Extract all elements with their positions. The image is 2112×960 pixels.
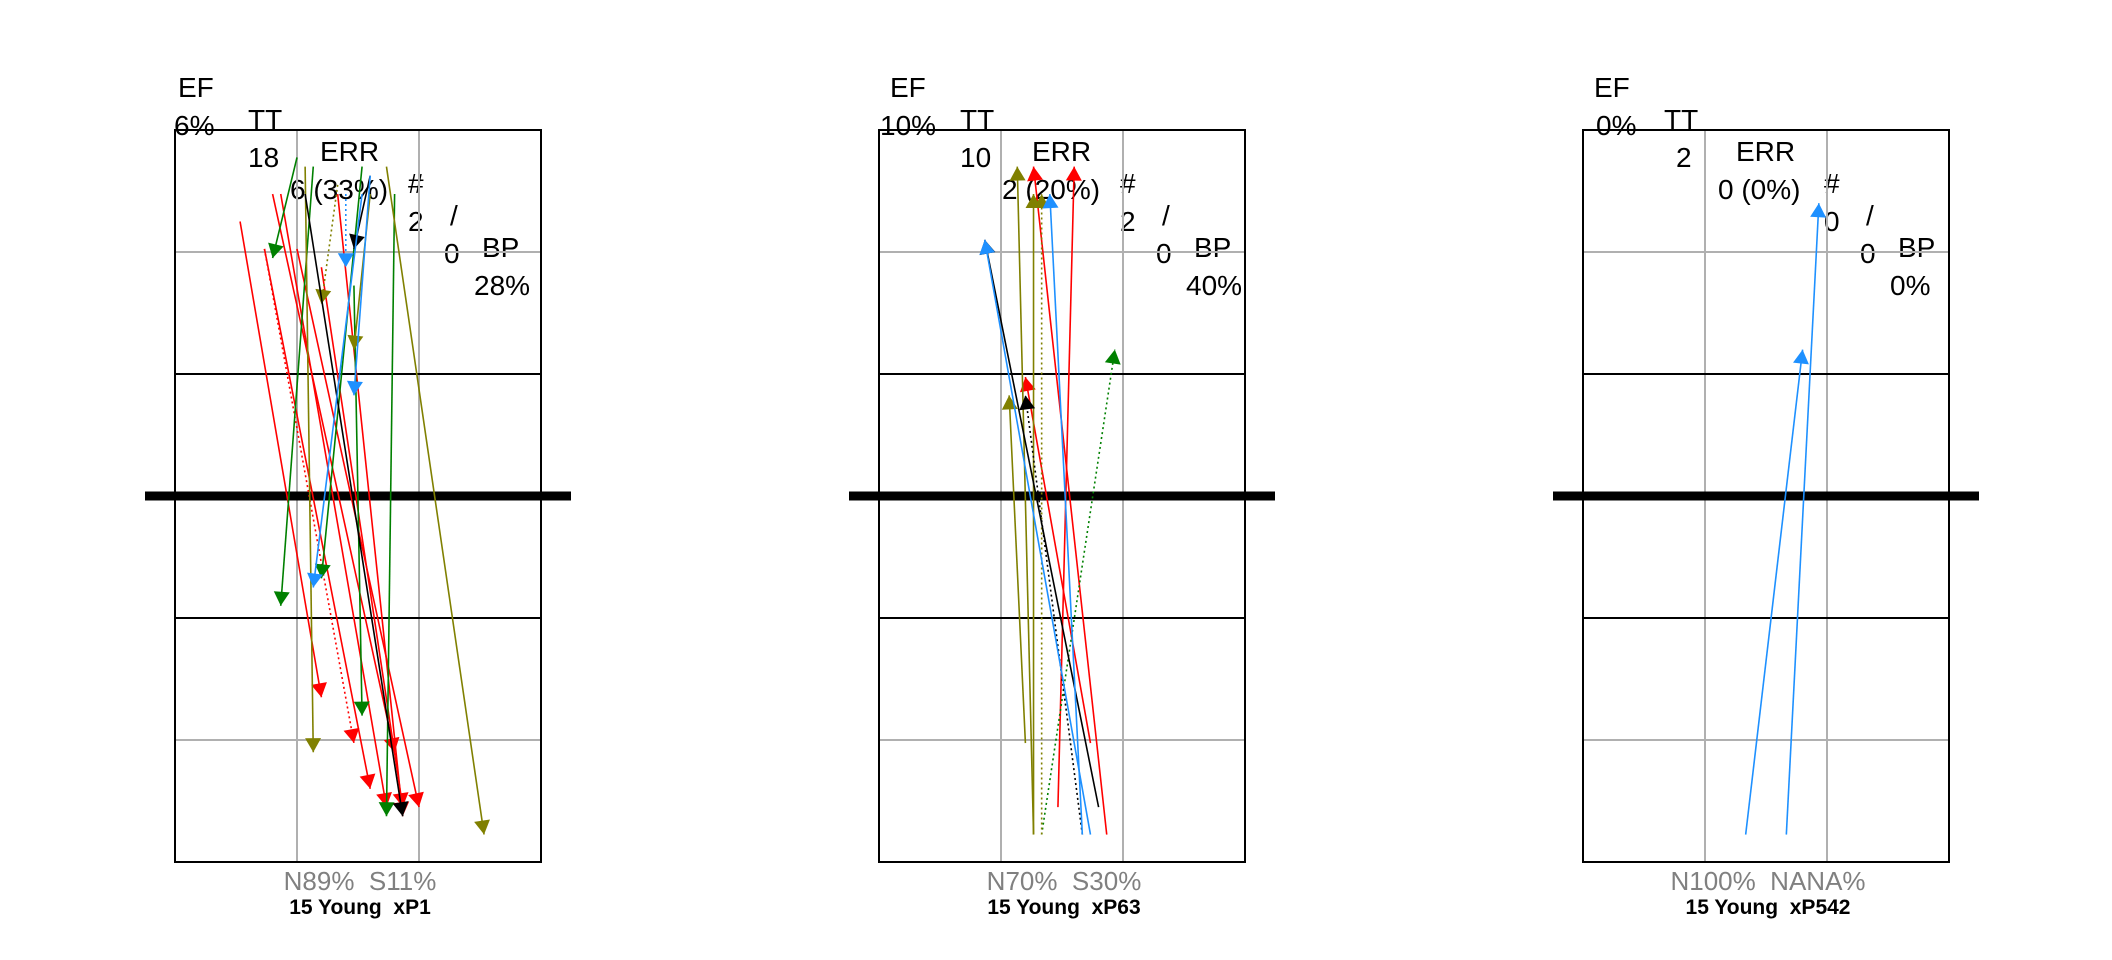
trajectory-line xyxy=(1008,395,1027,744)
stats-header: EF TT ERR # / BP xyxy=(864,40,1244,296)
trajectory-arrowhead xyxy=(1065,166,1082,181)
stat-label-slash: / xyxy=(1162,200,1170,231)
trajectory-line xyxy=(279,193,388,808)
trajectory-arrowhead xyxy=(1793,349,1809,365)
trajectory-arrowhead xyxy=(408,791,424,808)
stat-value-tt: 2 xyxy=(1676,142,1692,173)
court-diagram xyxy=(1553,129,1979,863)
trajectory-arrowhead xyxy=(378,802,395,817)
trajectory-arrowhead xyxy=(337,253,354,268)
stat-label-ef: EF xyxy=(1594,72,1630,103)
trajectory-arrowhead xyxy=(1019,377,1036,393)
stat-label-ef: EF xyxy=(178,72,214,103)
trajectory-arrowhead xyxy=(1019,395,1036,411)
stat-value-ef: 6% xyxy=(174,110,215,141)
chart-panel-1: EF TT ERR # / BP 6% 18 6 (33%) 2 0 28% N… xyxy=(0,0,704,960)
trajectory-line xyxy=(983,239,1092,835)
trajectory-arrowhead xyxy=(1042,194,1059,209)
stat-value-slash: 0 xyxy=(1860,238,1876,269)
trajectory-line xyxy=(304,166,315,753)
trajectory-arrowhead xyxy=(343,727,360,744)
trajectory-arrowhead xyxy=(1810,203,1827,218)
stat-label-bp: BP xyxy=(1194,232,1232,263)
stat-label-err: ERR xyxy=(1032,136,1092,167)
trajectory-arrowhead xyxy=(347,334,364,350)
trajectory-arrowhead xyxy=(1027,166,1044,182)
trajectory-arrowhead xyxy=(1104,349,1121,365)
stat-label-err: ERR xyxy=(1736,136,1796,167)
trajectory-arrowhead xyxy=(268,242,284,259)
trajectory-arrowhead xyxy=(311,682,327,698)
stat-value-bp: 28% xyxy=(474,270,531,301)
stat-label-bp: BP xyxy=(482,232,520,263)
trajectory-arrowhead xyxy=(1001,395,1018,410)
trajectory-line xyxy=(320,184,339,304)
trajectory-line xyxy=(312,193,363,588)
chart-panel-3: EF TT ERR # / BP 0% 2 0 (0%) 0 0 0% N100… xyxy=(1408,0,2112,960)
zone-split: N70% S30% xyxy=(986,866,1142,896)
trajectory-line xyxy=(239,221,323,698)
stats-values: 0% 2 0 (0%) 0 0 0% xyxy=(1568,78,1948,334)
stat-value-ef: 10% xyxy=(880,110,937,141)
trajectory-arrowhead xyxy=(979,239,996,255)
trajectory-line xyxy=(1057,166,1075,808)
trajectory-line xyxy=(1024,395,1084,835)
player-label: 15 Young xP542 xyxy=(1685,896,1851,919)
zone-split: N89% S11% xyxy=(283,866,437,896)
stat-value-bp: 40% xyxy=(1186,270,1243,301)
trajectory-arrowhead xyxy=(315,288,332,304)
trajectory-line xyxy=(1049,194,1084,835)
trajectory-line xyxy=(1016,166,1035,835)
stat-value-err: 0 (0%) xyxy=(1718,174,1801,205)
stat-label-bp: BP xyxy=(1898,232,1936,263)
trajectory-arrowhead xyxy=(273,591,290,606)
trajectory-arrowhead xyxy=(1009,166,1026,181)
stat-value-slash: 0 xyxy=(444,238,460,269)
trajectory-line xyxy=(1785,203,1820,835)
stat-value-ef: 0% xyxy=(1596,110,1637,141)
trajectory-line xyxy=(271,157,298,259)
trajectory-line xyxy=(385,166,485,835)
stat-value-tt: 18 xyxy=(248,142,280,173)
trajectory-arrowhead xyxy=(376,791,392,808)
stat-label-slash: / xyxy=(1866,200,1874,231)
trajectory-arrowhead xyxy=(392,801,409,817)
player-label: 15 Young xP63 xyxy=(987,896,1141,919)
trajectory-line xyxy=(271,193,396,753)
stat-value-tt: 10 xyxy=(960,142,992,173)
trajectory-arrowhead xyxy=(305,738,322,753)
player-label: 15 Young xP1 xyxy=(289,896,431,919)
stat-value-slash: 0 xyxy=(1156,238,1172,269)
trajectory-line xyxy=(263,248,371,789)
trajectory-arrowhead xyxy=(359,773,376,789)
trajectory-arrowhead xyxy=(353,701,370,716)
trajectory-line xyxy=(385,194,396,817)
trajectory-line xyxy=(353,175,371,396)
stats-header: EF TT ERR # / BP xyxy=(160,40,540,296)
trajectory-arrowhead xyxy=(314,563,331,579)
stat-label-err: ERR xyxy=(320,136,380,167)
trajectory-line xyxy=(320,267,404,808)
stats-values: 6% 18 6 (33%) 2 0 28% xyxy=(160,78,540,334)
stat-label-ef: EF xyxy=(890,72,926,103)
trajectory-line xyxy=(983,239,1100,808)
trajectory-line xyxy=(353,285,363,716)
trajectory-arrowhead xyxy=(307,572,323,588)
trajectory-line xyxy=(279,166,315,606)
court-diagram xyxy=(145,129,571,863)
trajectory-line xyxy=(1040,349,1116,835)
trajectory-line xyxy=(1024,376,1092,744)
stat-value-bp: 0% xyxy=(1890,270,1931,301)
trajectory-line xyxy=(1032,166,1108,835)
court-diagram xyxy=(849,129,1275,863)
trajectory-line xyxy=(304,193,404,817)
trajectory-line xyxy=(1744,349,1804,835)
trajectory-arrowhead xyxy=(346,380,363,396)
trajectory-arrowhead xyxy=(474,819,490,835)
zone-split: N100% NANA% xyxy=(1670,866,1866,896)
chart-panel-2: EF TT ERR # / BP 10% 10 2 (20%) 2 0 40% … xyxy=(704,0,1408,960)
stat-label-slash: / xyxy=(450,200,458,231)
